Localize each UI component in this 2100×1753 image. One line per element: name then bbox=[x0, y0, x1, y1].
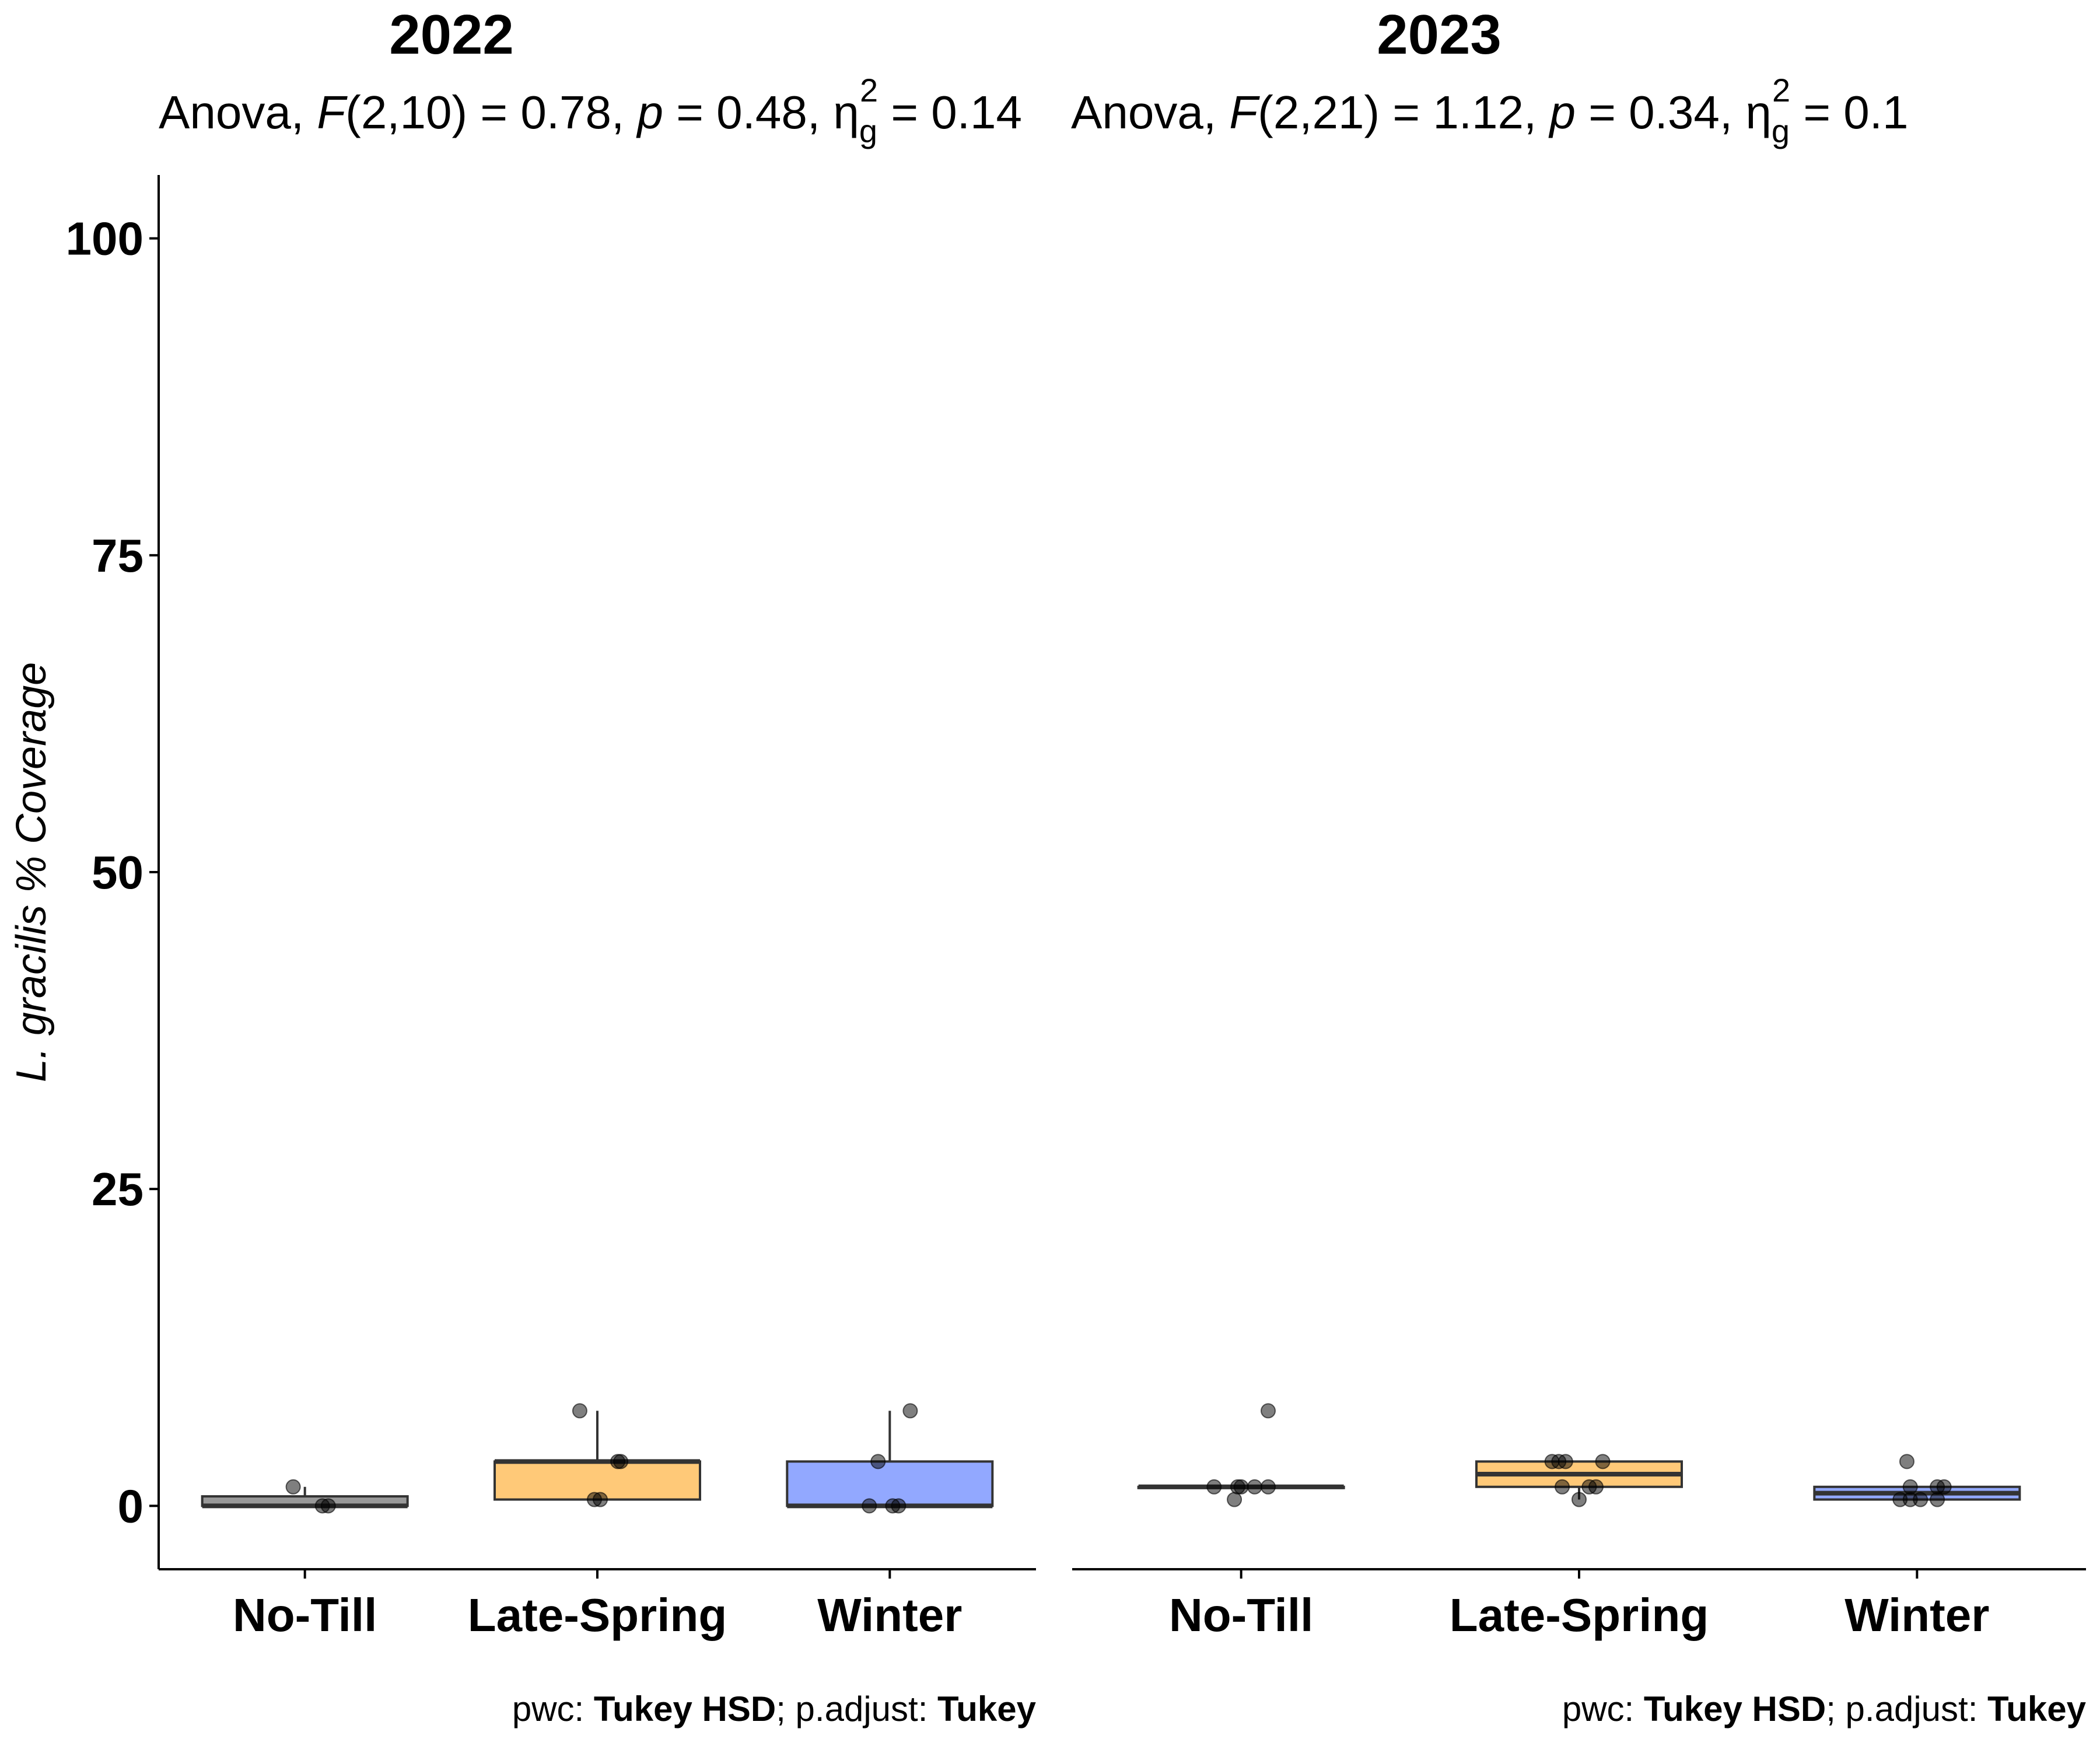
box-rect bbox=[786, 1460, 994, 1507]
facet-title: 2022 bbox=[389, 4, 514, 66]
data-point-No-Till-6 bbox=[1261, 1479, 1276, 1495]
box-Late-Spring bbox=[494, 1411, 701, 1501]
data-point-No-Till-2 bbox=[1206, 1479, 1222, 1495]
anova-subtitle: Anova, F(2,10) = 0.78, p = 0.48, ηg 2 = 0… bbox=[159, 72, 1022, 149]
data-point-No-Till-2 bbox=[320, 1498, 336, 1514]
data-point-Winter-2 bbox=[862, 1498, 877, 1514]
y-axis-label: L. gracilis % Coverage bbox=[8, 662, 55, 1082]
caption-pwc-label: pwc: bbox=[1562, 1689, 1644, 1728]
data-point-Winter-0 bbox=[870, 1454, 886, 1469]
pwc-caption: pwc: Tukey HSD; p.adjust: Tukey bbox=[512, 1689, 1037, 1728]
box-Winter bbox=[786, 1411, 994, 1509]
anova-stat-args: (2,10) = 0.78, bbox=[345, 86, 637, 138]
anova-eta-value: = 0.14 bbox=[878, 86, 1022, 138]
anova-stat: F bbox=[1229, 86, 1260, 138]
anova-p-value: = 0.34, bbox=[1576, 86, 1745, 138]
y-tick-label-100: 100 bbox=[66, 213, 144, 265]
data-point-Winter-4 bbox=[1902, 1479, 1918, 1495]
caption-adjust-method: Tukey bbox=[937, 1689, 1037, 1728]
anova-p-value: = 0.48, bbox=[663, 86, 833, 138]
caption-separator: ; p.adjust: bbox=[1826, 1689, 1987, 1728]
x-tick-label-Late-Spring: Late-Spring bbox=[1450, 1589, 1709, 1641]
data-point-Winter-3 bbox=[1930, 1492, 1945, 1507]
box-No-Till bbox=[201, 1486, 409, 1509]
facet-title: 2023 bbox=[1377, 4, 1502, 66]
anova-eta-sup: 2 bbox=[860, 72, 878, 109]
anova-prefix: Anova, bbox=[159, 86, 317, 138]
pwc-caption: pwc: Tukey HSD; p.adjust: Tukey bbox=[1562, 1689, 2087, 1728]
caption-pwc-method: Tukey HSD bbox=[1644, 1689, 1826, 1728]
y-tick-label-50: 50 bbox=[92, 846, 144, 898]
caption-adjust-method: Tukey bbox=[1987, 1689, 2087, 1728]
x-tick-label-No-Till: No-Till bbox=[233, 1589, 377, 1641]
data-point-Late-Spring-2 bbox=[1558, 1454, 1573, 1469]
x-tick-label-Winter: Winter bbox=[817, 1589, 962, 1641]
data-point-Late-Spring-0 bbox=[572, 1403, 587, 1419]
anova-p-label: p bbox=[1548, 86, 1576, 138]
data-point-No-Till-5 bbox=[1247, 1479, 1262, 1495]
data-point-Late-Spring-4 bbox=[613, 1454, 629, 1469]
anova-eta-sub: g bbox=[1772, 113, 1790, 149]
data-point-Late-Spring-2 bbox=[593, 1492, 608, 1507]
data-point-Winter-2 bbox=[1913, 1492, 1929, 1507]
y-tick-label-75: 75 bbox=[92, 530, 144, 582]
anova-eta-symbol: η bbox=[1745, 86, 1772, 138]
anova-stat-args: (2,21) = 1.12, bbox=[1258, 86, 1549, 138]
caption-separator: ; p.adjust: bbox=[776, 1689, 937, 1728]
y-tick-label-0: 0 bbox=[118, 1480, 144, 1532]
caption-pwc-label: pwc: bbox=[512, 1689, 594, 1728]
data-point-No-Till-4 bbox=[1233, 1479, 1249, 1495]
data-point-Late-Spring-4 bbox=[1555, 1479, 1570, 1495]
data-point-Late-Spring-3 bbox=[1595, 1454, 1611, 1469]
data-point-No-Till-1 bbox=[1227, 1492, 1242, 1507]
x-tick-label-Winter: Winter bbox=[1845, 1589, 1989, 1641]
x-tick-label-No-Till: No-Till bbox=[1169, 1589, 1313, 1641]
anova-eta-symbol: η bbox=[833, 86, 859, 138]
x-tick-label-Late-Spring: Late-Spring bbox=[468, 1589, 727, 1641]
data-point-Winter-1 bbox=[902, 1403, 918, 1419]
anova-eta-sup: 2 bbox=[1772, 72, 1790, 109]
data-point-No-Till-0 bbox=[285, 1479, 301, 1495]
data-point-Late-Spring-7 bbox=[1572, 1492, 1587, 1507]
anova-eta-sub: g bbox=[859, 113, 877, 149]
anova-prefix: Anova, bbox=[1071, 86, 1229, 138]
data-point-Winter-7 bbox=[1899, 1454, 1915, 1469]
data-point-Late-Spring-6 bbox=[1588, 1479, 1604, 1495]
caption-pwc-method: Tukey HSD bbox=[594, 1689, 776, 1728]
data-point-Winter-4 bbox=[891, 1498, 907, 1514]
anova-eta-value: = 0.1 bbox=[1790, 86, 1908, 138]
anova-p-label: p bbox=[636, 86, 663, 138]
y-tick-label-25: 25 bbox=[92, 1163, 144, 1215]
anova-subtitle: Anova, F(2,21) = 1.12, p = 0.34, ηg 2 = 0… bbox=[1071, 72, 1909, 149]
data-point-No-Till-0 bbox=[1261, 1403, 1276, 1419]
data-point-Winter-6 bbox=[1936, 1479, 1952, 1495]
anova-stat: F bbox=[317, 86, 348, 138]
facet-2023: 2023 Anova, F(2,21) = 1.12, p = 0.34, ηg 2… bbox=[1071, 4, 2087, 1728]
facet-2022: 2022 Anova, F(2,10) = 0.78, p = 0.48, ηg 2… bbox=[8, 4, 1037, 1728]
